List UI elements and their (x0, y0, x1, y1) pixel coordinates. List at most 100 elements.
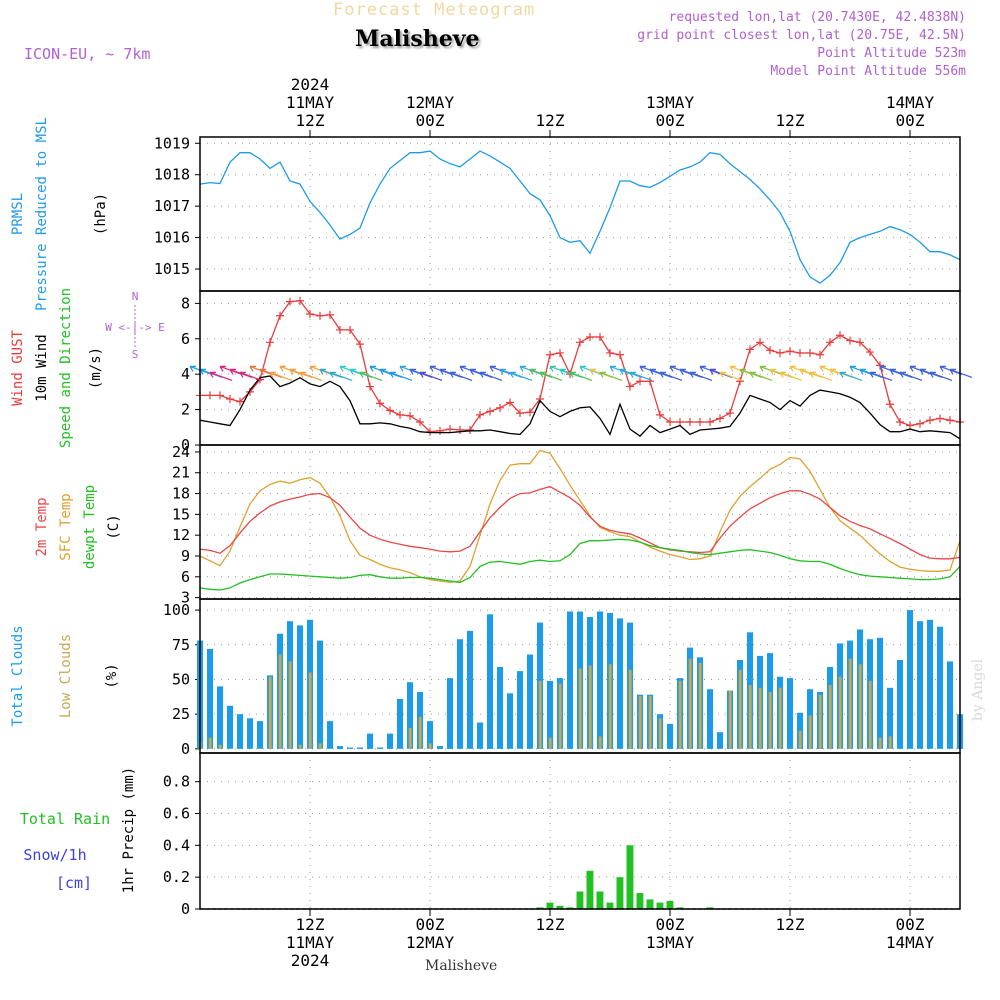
gust-marker (876, 361, 884, 370)
model-label: ICON-EU, ~ 7km (24, 45, 151, 63)
total-cloud-bar (917, 621, 924, 749)
y-tick-label: 9 (181, 547, 190, 565)
rain-bar (656, 902, 664, 909)
gust-marker (356, 340, 364, 349)
total-cloud-bar (517, 671, 524, 749)
low-cloud-bar (608, 664, 612, 749)
gust-marker (666, 417, 674, 426)
gust-marker (916, 419, 924, 428)
gust-marker (616, 350, 624, 359)
wind-arrow (479, 371, 503, 382)
gust-marker (646, 377, 654, 386)
compass-north: N (132, 290, 139, 303)
wind-arrow (299, 371, 323, 382)
y-tick-label: 4 (181, 365, 190, 383)
rain-bar (536, 907, 544, 909)
total-cloud-bar (707, 689, 714, 749)
gust-marker (396, 410, 404, 419)
gust-marker (416, 417, 424, 426)
low-cloud-bar (558, 683, 562, 749)
model-altitude: Model Point Altitude 556m (770, 64, 966, 79)
y-tick-label: 12 (172, 526, 190, 544)
low-cloud-bar (808, 715, 812, 749)
gust-marker (366, 382, 374, 391)
gust-marker (946, 416, 954, 425)
y-tick-label: 1015 (154, 260, 190, 278)
wind-arrow (509, 371, 533, 382)
pressure-label-b: Pressure Reduced to MSL (34, 117, 50, 311)
rain-bar (566, 907, 574, 909)
total-cloud-bar (947, 661, 954, 749)
cloud-bars (197, 610, 964, 749)
time-label-bottom: 12Z (536, 915, 565, 934)
y-tick-label: 6 (181, 330, 190, 348)
gust-marker (546, 350, 554, 359)
rain-bar (556, 905, 564, 909)
gust-marker (656, 410, 664, 419)
low-cloud-bar (638, 696, 642, 749)
precip-label-snow: Snow/1h (23, 846, 86, 864)
temp-label-sfc: SFC Temp (58, 493, 74, 560)
rain-bar (646, 899, 654, 909)
time-label-bottom: 00Z (656, 915, 685, 934)
gust-marker (686, 417, 694, 426)
gust-marker (336, 325, 344, 334)
low-cloud-bar (738, 669, 742, 749)
gust-marker (936, 414, 944, 423)
total-cloud-bar (237, 714, 244, 749)
gust-marker (586, 333, 594, 342)
rain-bar (626, 845, 634, 909)
gust-marker (826, 338, 834, 347)
rain-bar (576, 891, 584, 909)
rain-bar (596, 891, 604, 909)
total-cloud-bar (257, 721, 264, 749)
wind-label-gust: Wind GUST (10, 330, 26, 406)
low-cloud-bar (268, 676, 272, 749)
wind-gust-markers (196, 296, 964, 436)
y-tick-label: 0 (181, 740, 190, 758)
gust-marker (806, 348, 814, 357)
total-cloud-bar (887, 687, 894, 749)
pressure-unit: (hPa) (93, 193, 109, 235)
panel-frame-precipitation (199, 752, 961, 910)
wind-arrow (929, 371, 953, 382)
total-cloud-bar (437, 746, 444, 749)
time-label-top: 13MAY (646, 93, 695, 112)
gust-marker (676, 417, 684, 426)
wind-arrow (389, 371, 413, 382)
low-cloud-bar (598, 736, 602, 749)
low-cloud-bar (298, 744, 302, 749)
pressure-line (199, 150, 961, 284)
low-cloud-bar (538, 680, 542, 749)
wind-arrow (269, 371, 293, 382)
wind-arrow (569, 371, 593, 382)
dewpoint-line (199, 538, 961, 591)
panel-precipitation: 0 0.2 0.4 0.6 0.8 (163, 753, 960, 918)
low-cloud-bar (408, 728, 412, 749)
gust-marker (796, 348, 804, 357)
wind-arrow (689, 371, 713, 382)
gust-marker (486, 407, 494, 416)
low-cloud-bar (848, 658, 852, 749)
location-title: Malisheve (355, 26, 480, 52)
low-cloud-bar (318, 743, 322, 749)
gust-marker (786, 347, 794, 356)
gust-marker (296, 296, 304, 305)
y-tick-label: 25 (172, 705, 190, 723)
gust-marker (626, 382, 634, 391)
total-cloud-bar (347, 747, 354, 749)
total-cloud-bar (597, 611, 604, 749)
low-cloud-bar (868, 680, 872, 749)
time-label-top: 12Z (536, 111, 565, 130)
cloud-label-total: Total Clouds (10, 625, 26, 726)
wind-arrow (719, 371, 743, 382)
low-cloud-bar (308, 672, 312, 749)
low-cloud-bar (578, 668, 582, 749)
wind-arrow (329, 371, 353, 382)
gust-marker (286, 297, 294, 306)
y-tick-label: 24 (172, 443, 190, 461)
total-cloud-bar (227, 705, 234, 749)
low-cloud-bar (748, 685, 752, 749)
gust-marker (556, 348, 564, 357)
